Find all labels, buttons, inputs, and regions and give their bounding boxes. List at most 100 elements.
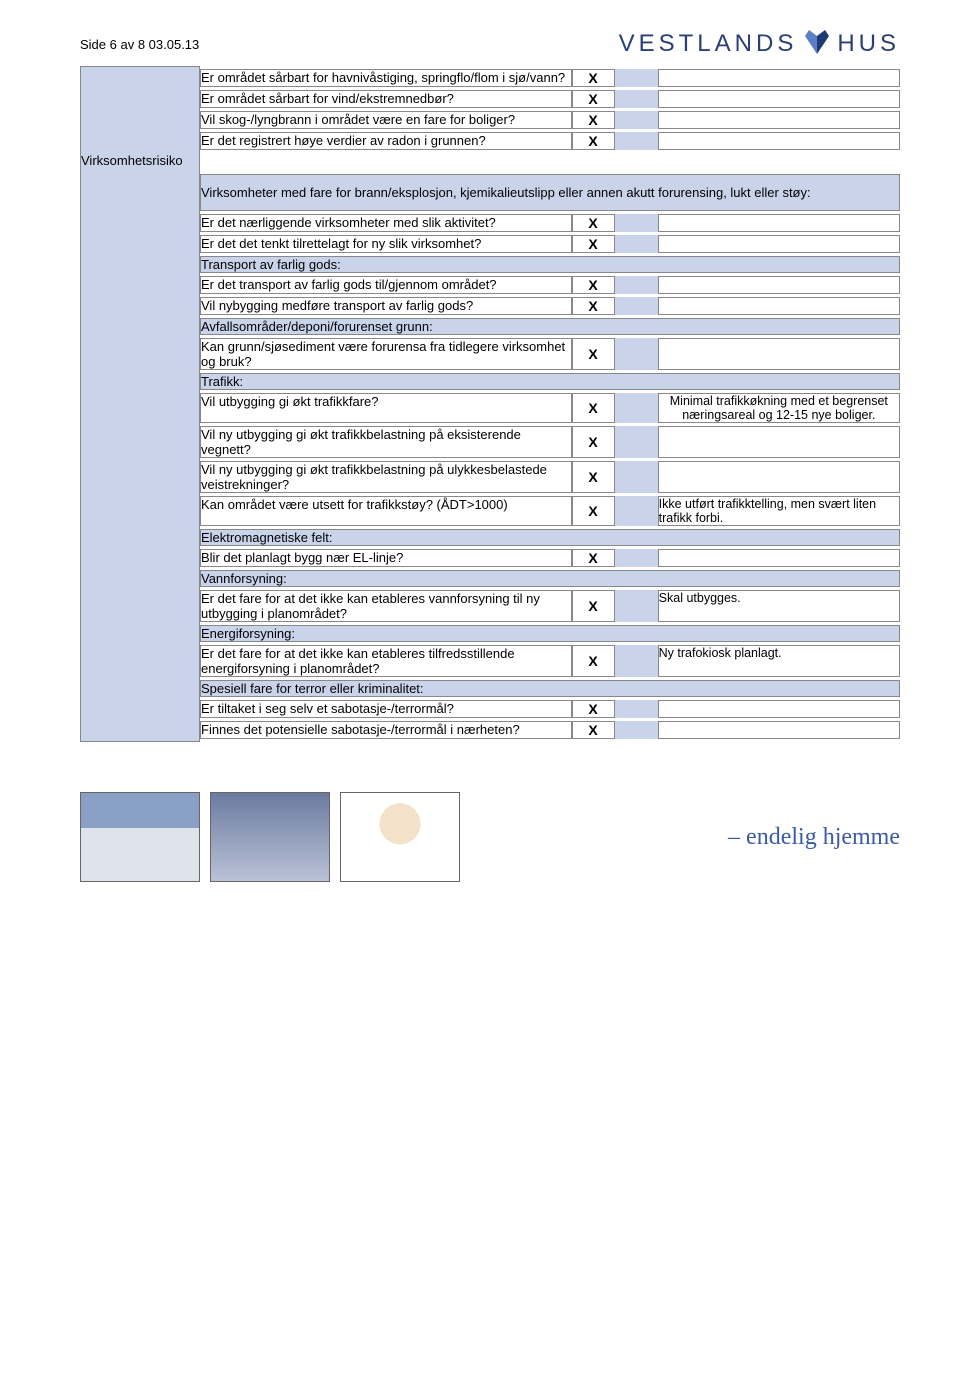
- mark-cell: X: [572, 496, 615, 526]
- mark-cell: X: [572, 214, 615, 232]
- question: Er området sårbart for havnivåstiging, s…: [200, 69, 572, 87]
- mark-cell: X: [572, 426, 615, 458]
- section-header: Vannforsyning:: [200, 570, 900, 587]
- comment-cell: [658, 721, 900, 739]
- mark-cell: X: [572, 645, 615, 677]
- blank-cell: [615, 214, 658, 232]
- blank-cell: [615, 235, 658, 253]
- mark-cell: X: [572, 90, 615, 108]
- blank-cell: [615, 297, 658, 315]
- table-row: Er det registrert høye verdier av radon …: [200, 132, 900, 150]
- table-row: Er det nærliggende virksomheter med slik…: [200, 214, 900, 232]
- section-title: Transport av farlig gods:: [200, 256, 900, 273]
- blank-cell: [615, 700, 658, 718]
- table-row: Er området sårbart for havnivåstiging, s…: [200, 69, 900, 87]
- table-row: Kan grunn/sjøsediment være forurensa fra…: [200, 338, 900, 370]
- blank-cell: [615, 69, 658, 87]
- question: Vil nybygging medføre transport av farli…: [200, 297, 572, 315]
- mark-cell: X: [572, 297, 615, 315]
- comment-cell: [658, 549, 900, 567]
- table-row: Vil ny utbygging gi økt trafikkbelastnin…: [200, 426, 900, 458]
- section-title: Vannforsyning:: [200, 570, 900, 587]
- table-row: Vil ny utbygging gi økt trafikkbelastnin…: [200, 461, 900, 493]
- table-row: Finnes det potensielle sabotasje-/terror…: [200, 721, 900, 739]
- footer-thumb-child: [340, 792, 460, 882]
- mark-cell: X: [572, 69, 615, 87]
- blank-cell: [615, 461, 658, 493]
- tagline: – endelig hjemme: [728, 824, 900, 851]
- category-cell-continued: [80, 171, 200, 742]
- question: Finnes det potensielle sabotasje-/terror…: [200, 721, 572, 739]
- comment-cell: [658, 338, 900, 370]
- blank-cell: [615, 496, 658, 526]
- category-cell-empty: [80, 66, 200, 153]
- section-title: Spesiell fare for terror eller kriminali…: [200, 680, 900, 697]
- question: Blir det planlagt bygg nær EL-linje?: [200, 549, 572, 567]
- mark-cell: X: [572, 338, 615, 370]
- logo: VESTLANDS HUS: [619, 30, 900, 58]
- blank-cell: [615, 426, 658, 458]
- comment-cell: [658, 69, 900, 87]
- blank-cell: [615, 590, 658, 622]
- comment-cell: [658, 461, 900, 493]
- question: Er området sårbart for vind/ekstremnedbø…: [200, 90, 572, 108]
- mark-cell: X: [572, 549, 615, 567]
- footer-thumb-sky: [210, 792, 330, 882]
- blank-cell: [615, 132, 658, 150]
- comment-cell: [658, 214, 900, 232]
- mark-cell: X: [572, 700, 615, 718]
- blank-cell: [615, 338, 658, 370]
- section-header: Transport av farlig gods:: [200, 256, 900, 273]
- question: Er det det tenkt tilrettelagt for ny sli…: [200, 235, 572, 253]
- question: Er det transport av farlig gods til/gjen…: [200, 276, 572, 294]
- section-header: Energiforsyning:: [200, 625, 900, 642]
- blank-cell: [615, 90, 658, 108]
- question: Kan grunn/sjøsediment være forurensa fra…: [200, 338, 572, 370]
- section-title: Trafikk:: [200, 373, 900, 390]
- footer-thumb-house: [80, 792, 200, 882]
- question: Vil skog-/lyngbrann i området være en fa…: [200, 111, 572, 129]
- table-row: Blir det planlagt bygg nær EL-linje?X: [200, 549, 900, 567]
- footer: – endelig hjemme: [0, 792, 960, 882]
- mark-cell: X: [572, 393, 615, 423]
- section-header: Trafikk:: [200, 373, 900, 390]
- blank-cell: [615, 645, 658, 677]
- table-row: Vil skog-/lyngbrann i området være en fa…: [200, 111, 900, 129]
- section-header: Spesiell fare for terror eller kriminali…: [200, 680, 900, 697]
- comment-cell: [658, 132, 900, 150]
- section-title: Avfallsområder/deponi/forurenset grunn:: [200, 318, 900, 335]
- comment-cell: Minimal trafikkøkning med et begrenset n…: [658, 393, 900, 423]
- mark-cell: X: [572, 721, 615, 739]
- comment-cell: [658, 700, 900, 718]
- question: Er tiltaket i seg selv et sabotasje-/ter…: [200, 700, 572, 718]
- table-row: Kan området være utsett for trafikkstøy?…: [200, 496, 900, 526]
- mark-cell: X: [572, 590, 615, 622]
- blank-cell: [615, 393, 658, 423]
- logo-word-2: HUS: [837, 30, 900, 58]
- section-title: Energiforsyning:: [200, 625, 900, 642]
- table-row: Er tiltaket i seg selv et sabotasje-/ter…: [200, 700, 900, 718]
- mark-cell: X: [572, 461, 615, 493]
- comment-cell: [658, 426, 900, 458]
- section-header: Elektromagnetiske felt:: [200, 529, 900, 546]
- section-title: Virksomheter med fare for brann/eksplosj…: [200, 174, 900, 211]
- comment-cell: Ny trafokiosk planlagt.: [658, 645, 900, 677]
- comment-cell: [658, 276, 900, 294]
- heart-icon: [803, 30, 831, 56]
- comment-cell: [658, 235, 900, 253]
- mark-cell: X: [572, 132, 615, 150]
- comment-cell: [658, 297, 900, 315]
- page-meta: Side 6 av 8 03.05.13: [80, 37, 199, 52]
- question: Er det fare for at det ikke kan etablere…: [200, 590, 572, 622]
- question: Er det registrert høye verdier av radon …: [200, 132, 572, 150]
- blank-cell: [615, 111, 658, 129]
- question: Er det nærliggende virksomheter med slik…: [200, 214, 572, 232]
- risk-table: Er området sårbart for havnivåstiging, s…: [80, 66, 900, 742]
- category-virksomhet: Virksomhetsrisiko: [80, 153, 200, 171]
- question: Vil utbygging gi økt trafikkfare?: [200, 393, 572, 423]
- blank-cell: [615, 276, 658, 294]
- comment-cell: [658, 111, 900, 129]
- table-row: Er det fare for at det ikke kan etablere…: [200, 590, 900, 622]
- mark-cell: X: [572, 111, 615, 129]
- mark-cell: X: [572, 235, 615, 253]
